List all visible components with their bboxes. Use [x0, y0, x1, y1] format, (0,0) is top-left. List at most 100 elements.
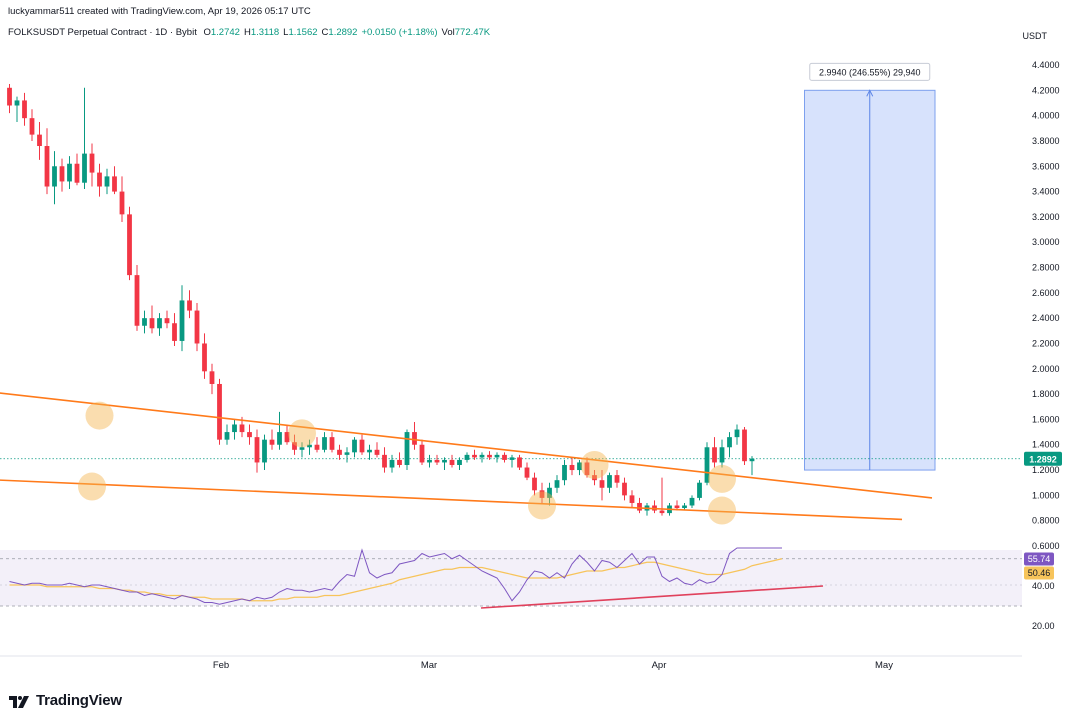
candle-body — [284, 432, 290, 443]
ohlc-values: O1.2742 H1.3118 L1.1562 C1.2892 +0.0150 (+1.… — [199, 27, 490, 38]
candle-body — [689, 497, 695, 506]
candle-body — [607, 475, 612, 488]
rsi-ma-line — [9, 558, 783, 602]
candle-body — [479, 454, 485, 458]
price-tick-label: 4.4000 — [1032, 60, 1060, 70]
candle-body — [509, 457, 515, 460]
candle-body — [247, 432, 252, 438]
candle-body — [254, 437, 260, 463]
candle-body — [742, 429, 747, 462]
candle-body — [472, 454, 477, 458]
candle-body — [367, 449, 372, 453]
price-tick-label: 2.2000 — [1032, 338, 1060, 348]
candle-body — [224, 432, 230, 440]
rsi-value-label: 50.46 — [1028, 568, 1051, 578]
candle-body — [562, 464, 567, 481]
candle-body — [502, 454, 507, 460]
price-tick-label: 3.2000 — [1032, 212, 1060, 222]
candle-body — [37, 134, 42, 147]
candle-body — [457, 459, 462, 465]
tradingview-wordmark: TradingView — [36, 692, 122, 709]
tradingview-logo[interactable]: TradingView — [9, 692, 122, 709]
ohlc-value: 1.3118 — [250, 27, 280, 38]
ohlc-label: L — [283, 27, 289, 38]
touch-point-highlight — [580, 450, 609, 479]
currency-label[interactable]: USDT — [1022, 31, 1048, 41]
price-tick-label: 3.0000 — [1032, 237, 1060, 247]
candle-body — [194, 310, 200, 344]
candle-body — [464, 454, 470, 460]
price-tick-label: 4.2000 — [1032, 85, 1060, 95]
candle-body — [554, 480, 560, 488]
price-tick-label: 0.8000 — [1032, 516, 1060, 526]
candle-body — [59, 166, 65, 182]
candle-body — [44, 146, 50, 187]
candle-body — [749, 458, 755, 462]
ohlc-label: C — [321, 27, 329, 38]
candle-body — [314, 444, 320, 450]
candle-body — [637, 502, 642, 511]
rsi-value-badge — [1024, 552, 1054, 566]
ohlc-item: L1.1562 — [283, 27, 317, 38]
touch-point-highlight — [528, 491, 556, 520]
candle-body — [277, 432, 282, 445]
candle-body — [532, 477, 537, 491]
candle-body — [412, 432, 417, 445]
price-tick-label: 1.2000 — [1032, 465, 1060, 475]
ohlc-item: C1.2892 — [322, 27, 358, 38]
candle-body — [179, 300, 185, 341]
price-pane: 4.4000 4.2000 4.0000 3.8000 3.6000 3.4000 3.20… — [0, 60, 1062, 551]
rsi-divergence-line — [480, 585, 824, 609]
symbol-line: FOLKSUSDT Perpetual Contract · 1D · Bybi… — [8, 27, 490, 38]
candle-body — [494, 454, 500, 458]
ohlc-value: +0.0150 (+1.18%) — [361, 27, 438, 38]
candle-body — [629, 495, 635, 503]
candle-body — [239, 424, 245, 433]
candle-body — [217, 383, 222, 440]
candle-body — [599, 480, 605, 488]
target-label: 2.9940 (246.55%) 29,940 — [819, 67, 921, 77]
candle-body — [29, 118, 35, 135]
candle-body — [389, 459, 395, 468]
candle-body — [232, 424, 237, 433]
candle-body — [524, 467, 530, 478]
price-tick-label: 1.6000 — [1032, 414, 1060, 424]
touch-point-highlight — [78, 472, 106, 501]
candle-body — [149, 318, 155, 329]
candle-body — [659, 510, 665, 514]
candle-body — [74, 163, 80, 183]
candle-body — [104, 176, 110, 187]
price-tick-label: 3.8000 — [1032, 136, 1060, 146]
ohlc-label: Vol — [441, 27, 455, 38]
candle-body — [329, 437, 335, 450]
candle-body — [734, 429, 740, 438]
price-tick-label: 1.0000 — [1032, 490, 1060, 500]
candle-body — [89, 153, 95, 173]
candle-body — [427, 459, 432, 463]
touch-point-highlight — [708, 496, 736, 525]
candle-body — [434, 459, 440, 463]
last-price-value: 1.2892 — [1029, 454, 1057, 464]
creator-line: luckyammar511 created with TradingView.c… — [8, 6, 311, 17]
candle-body — [307, 444, 312, 448]
candle-body — [322, 437, 327, 450]
candle-body — [82, 153, 87, 183]
candle-body — [614, 475, 620, 483]
touch-point-highlight — [85, 401, 114, 430]
price-tick-label: 2.0000 — [1032, 364, 1060, 374]
candle-body — [299, 447, 305, 450]
rsi-tick-label: 40.00 — [1032, 581, 1055, 591]
symbol-name[interactable]: FOLKSUSDT Perpetual Contract · 1D · Bybi… — [8, 27, 197, 38]
rsi-tick-label: 20.00 — [1032, 621, 1055, 631]
lower-trendline — [0, 479, 903, 521]
candle-body — [419, 444, 425, 463]
candle-body — [674, 505, 680, 509]
candle-body — [142, 318, 147, 326]
tradingview-logo-icon — [9, 695, 29, 708]
x-tick-label: Apr — [652, 660, 667, 671]
price-tick-label: 2.8000 — [1032, 263, 1060, 273]
candle-body — [127, 214, 132, 276]
candle-body — [22, 100, 27, 119]
candle-body — [209, 371, 215, 384]
